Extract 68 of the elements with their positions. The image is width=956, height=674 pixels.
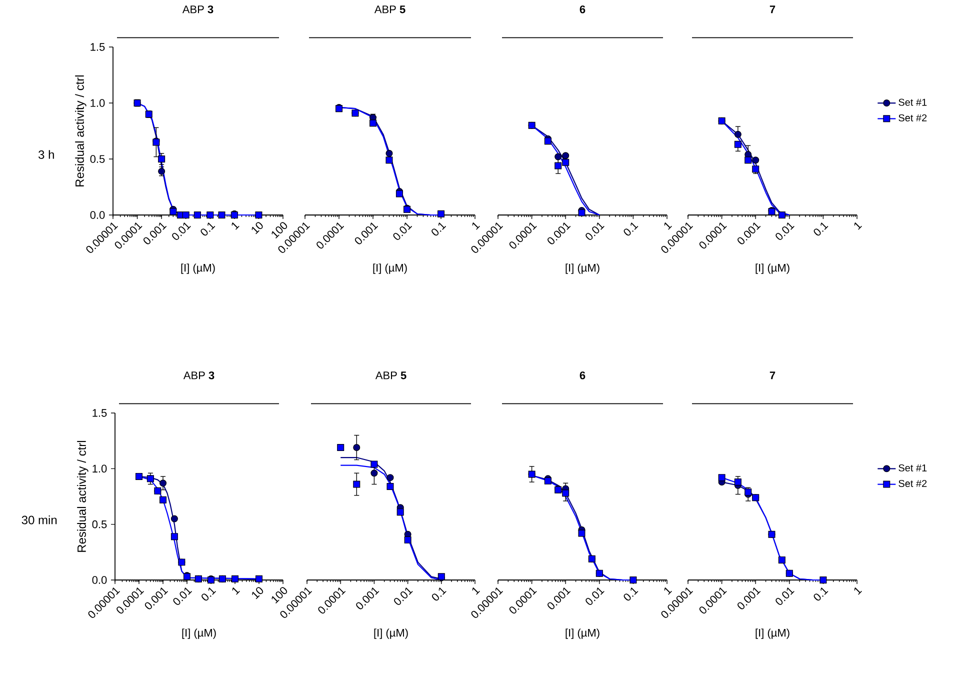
x-axis-title: [I] (µM) xyxy=(373,264,407,274)
x-tick-label: 0.01 xyxy=(394,587,413,605)
x-tick-label: 0.01 xyxy=(776,587,794,605)
point xyxy=(734,130,742,138)
chart-title: ABP 3 xyxy=(182,5,214,14)
x-tick-label: 0.1 xyxy=(814,587,828,601)
y-tick-label: 1.5 xyxy=(92,409,107,417)
legend-label: Set #2 xyxy=(898,480,927,488)
x-axis-title: [I] (µM) xyxy=(756,264,790,274)
x-tick-label: 0.01 xyxy=(393,222,412,240)
chart-title: ABP 5 xyxy=(375,372,406,380)
y-tick-label: 1.5 xyxy=(90,43,105,51)
point xyxy=(370,470,378,477)
chart-title: 6 xyxy=(580,371,586,380)
x-tick-label: 10 xyxy=(252,587,264,600)
y-axis-title: Residual activity / ctrl xyxy=(77,440,88,552)
x-tick-label: 0.1 xyxy=(202,587,216,601)
x-tick-label: 10 xyxy=(252,222,263,234)
chart-title: 6 xyxy=(580,5,586,14)
point xyxy=(386,482,394,490)
point xyxy=(353,480,360,488)
point xyxy=(544,138,552,145)
legend-label: Set #1 xyxy=(898,98,927,106)
y-axis-title: Residual activity / ctrl xyxy=(75,75,86,186)
x-tick-label: 0.1 xyxy=(432,222,446,236)
text: 3 h xyxy=(38,150,54,159)
x-tick-label: 1 xyxy=(232,222,240,230)
text: 30 min xyxy=(22,515,57,524)
x-tick-label: 0.1 xyxy=(200,222,216,236)
x-tick-label: 0.1 xyxy=(624,222,638,236)
chart-title: ABP 5 xyxy=(374,6,406,14)
x-tick-label: 0.01 xyxy=(776,222,794,240)
point xyxy=(370,460,378,468)
x-tick-label: 0.01 xyxy=(586,587,604,605)
y-tick-label: 0.5 xyxy=(92,520,107,528)
legend-label: Set #1 xyxy=(898,464,927,472)
point xyxy=(554,162,562,170)
x-tick-label: 0.01 xyxy=(586,222,604,240)
y-tick-label: 0.5 xyxy=(90,155,105,163)
x-axis-title: [I] (µM) xyxy=(181,264,215,274)
x-tick-label: 0.1 xyxy=(624,587,638,601)
chart-title: ABP 3 xyxy=(183,371,214,380)
y-tick-label: 0.0 xyxy=(90,211,105,219)
point xyxy=(778,211,786,218)
point xyxy=(337,444,344,452)
x-axis-title: [I] (µM) xyxy=(374,628,408,639)
x-tick-label: 0.1 xyxy=(814,222,828,236)
point xyxy=(386,474,394,482)
y-tick-label: 1.0 xyxy=(92,464,107,473)
x-tick-label: 1 xyxy=(232,587,240,595)
x-axis-title: [I] (µM) xyxy=(182,628,216,639)
x-tick-label: 0.01 xyxy=(173,587,192,605)
x-tick-label: 0.1 xyxy=(432,587,446,601)
y-tick-label: 1.0 xyxy=(90,99,105,107)
y-tick-label: 0.0 xyxy=(92,576,107,584)
point xyxy=(734,140,742,148)
x-axis-title: [I] (µM) xyxy=(756,628,790,639)
x-tick-label: 1 xyxy=(854,587,862,595)
legend-label: Set #2 xyxy=(898,114,927,122)
x-tick-label: 1 xyxy=(854,222,862,230)
chart-title: 7 xyxy=(770,6,776,14)
x-axis-title: [I] (µM) xyxy=(566,264,600,274)
chart-title: 7 xyxy=(770,372,776,380)
x-axis-title: [I] (µM) xyxy=(566,628,600,639)
point xyxy=(353,444,360,452)
point xyxy=(744,156,752,164)
x-tick-label: 0.01 xyxy=(172,222,191,240)
point xyxy=(554,153,562,160)
